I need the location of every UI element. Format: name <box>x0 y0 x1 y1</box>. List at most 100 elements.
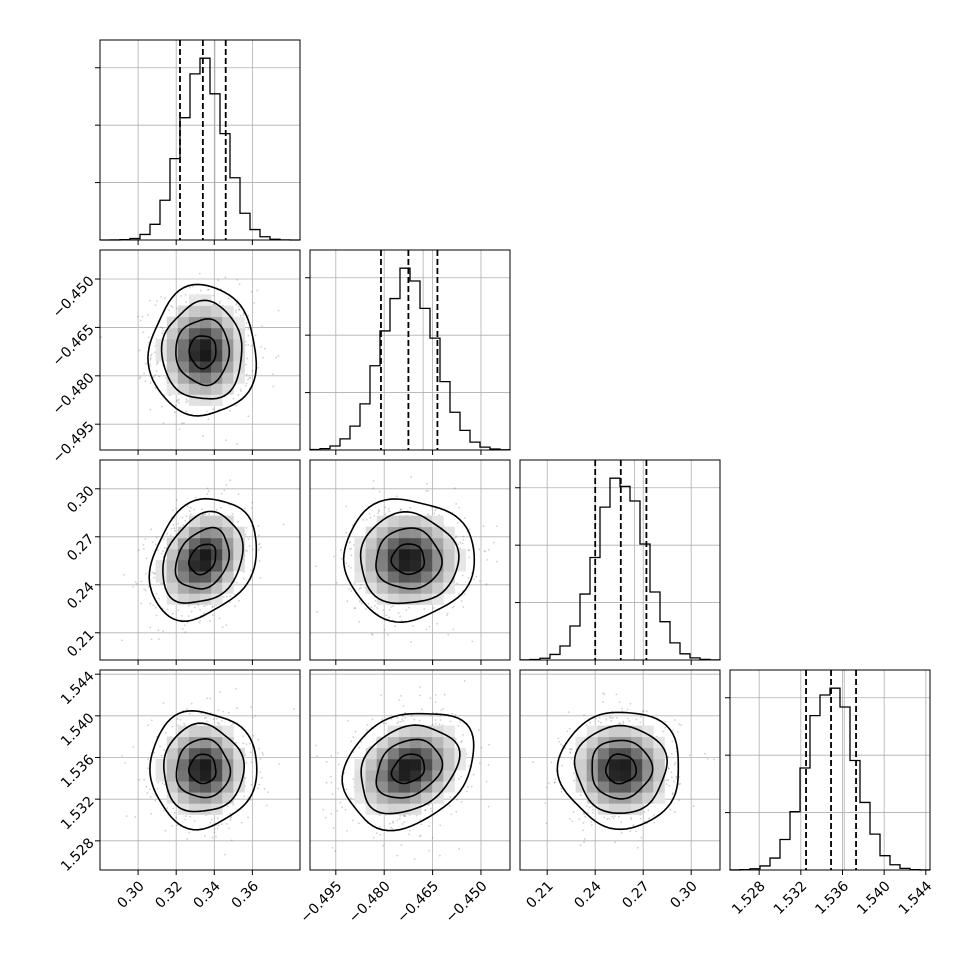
density-cell <box>575 758 588 771</box>
density-cell <box>631 736 643 749</box>
sample-point <box>439 719 442 721</box>
sample-point <box>230 839 233 842</box>
sample-point <box>188 510 191 513</box>
density-cell <box>398 770 411 782</box>
sample-point <box>670 752 673 755</box>
sample-point <box>235 311 237 313</box>
sample-point <box>211 606 214 608</box>
density-cell <box>365 548 378 561</box>
sample-point <box>181 615 183 617</box>
panel-2-1 <box>309 459 511 665</box>
sample-point <box>366 729 368 732</box>
sample-point <box>144 589 147 592</box>
sample-point <box>144 538 147 540</box>
sample-point <box>163 538 166 540</box>
density-cell <box>188 593 201 605</box>
sample-point <box>673 811 676 813</box>
sample-point <box>610 717 612 720</box>
sample-point <box>220 506 222 509</box>
sample-point <box>186 505 189 508</box>
density-cell <box>177 361 190 373</box>
sample-point <box>190 702 193 705</box>
density-cell <box>631 792 643 804</box>
density-cell <box>211 725 223 738</box>
panel-frame <box>309 459 511 661</box>
sample-point <box>401 718 404 720</box>
x-tick-label: 0.32 <box>152 878 185 911</box>
contour-level-3 <box>149 709 258 831</box>
sample-point <box>206 410 208 413</box>
density-cell <box>200 361 212 373</box>
density-cell <box>233 747 245 760</box>
density-cell <box>432 526 444 539</box>
density-cell <box>432 758 444 771</box>
density-cell <box>586 725 599 738</box>
sample-point <box>647 809 650 812</box>
sample-point <box>331 847 334 849</box>
sample-point <box>545 786 548 789</box>
panel-0-0 <box>95 39 301 245</box>
density-cell <box>620 725 632 738</box>
density-cell <box>454 548 466 561</box>
density-cell <box>177 747 190 760</box>
sample-point <box>244 507 246 510</box>
sample-point <box>143 372 145 375</box>
sample-point <box>258 560 261 562</box>
y-tick-label: −0.495 <box>50 419 98 467</box>
density-cell <box>376 803 389 815</box>
sample-point <box>260 346 262 348</box>
sample-point <box>400 620 403 622</box>
contour-level-2 <box>573 724 669 814</box>
sample-point <box>455 535 458 538</box>
sample-point <box>675 777 678 780</box>
density-cell <box>376 747 389 760</box>
density-cell <box>608 725 621 738</box>
sample-point <box>211 818 213 821</box>
sample-point <box>664 720 667 723</box>
sample-point <box>483 550 486 552</box>
y-tick-label: 1.528 <box>58 835 98 875</box>
density-cell <box>166 747 179 760</box>
sample-point <box>557 737 560 740</box>
sample-point <box>553 781 556 784</box>
sample-point <box>235 741 238 744</box>
density-cell <box>387 582 400 594</box>
sample-point <box>363 586 366 589</box>
density-cell <box>200 548 212 561</box>
sample-point <box>402 719 405 722</box>
sample-point <box>145 785 148 788</box>
density-cell <box>222 350 234 362</box>
sample-point <box>573 779 575 782</box>
sample-point <box>453 605 455 608</box>
x-tick-label: 0.27 <box>619 878 652 911</box>
sample-point <box>149 602 152 605</box>
sample-point <box>213 831 216 834</box>
sample-point <box>459 541 462 544</box>
sample-point <box>160 582 162 585</box>
sample-point <box>464 593 466 595</box>
sample-point <box>423 608 426 610</box>
sample-point <box>158 375 161 378</box>
sample-point <box>249 376 252 379</box>
sample-point <box>477 729 480 731</box>
sample-point <box>259 577 262 579</box>
sample-point <box>456 582 459 585</box>
sample-point <box>572 811 575 814</box>
density-cell <box>200 747 212 760</box>
density-cell <box>421 725 433 738</box>
sample-point <box>568 748 571 750</box>
sample-point <box>172 523 175 526</box>
sample-point <box>184 519 187 522</box>
sample-point <box>396 722 398 725</box>
contour-level-3 <box>556 711 680 831</box>
sample-point <box>434 719 437 721</box>
sample-point <box>392 605 394 608</box>
sample-point <box>175 499 178 502</box>
sample-point <box>125 815 128 817</box>
density-cell <box>421 770 433 782</box>
density-cell <box>222 792 234 804</box>
sample-point <box>404 815 407 817</box>
sample-point <box>252 734 255 737</box>
sample-point <box>622 720 625 723</box>
sample-point <box>147 724 150 726</box>
